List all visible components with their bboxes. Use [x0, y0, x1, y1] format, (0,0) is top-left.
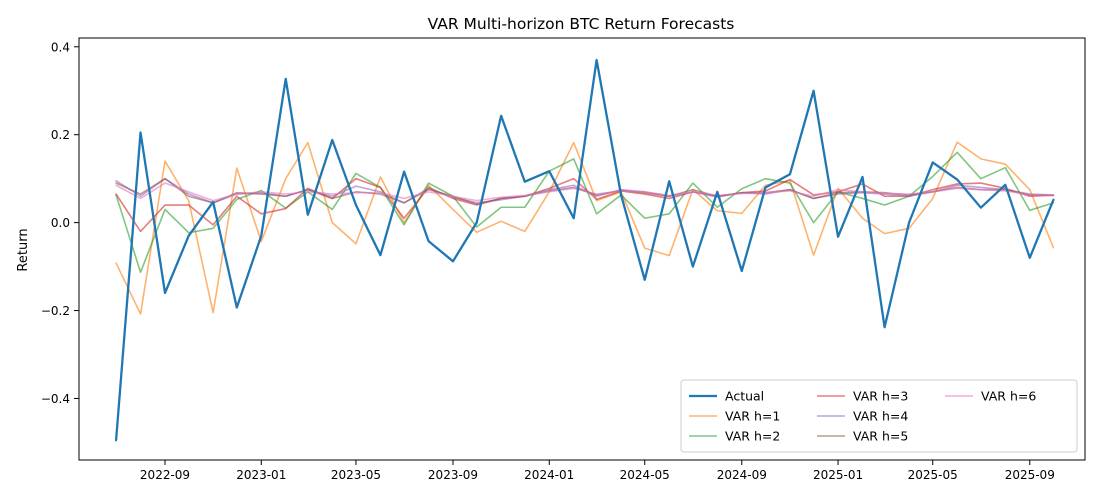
- y-tick-label: −0.2: [41, 304, 70, 318]
- x-tick-label: 2024-09: [717, 468, 767, 482]
- x-tick-label: 2023-01: [236, 468, 286, 482]
- legend-label: VAR h=2: [725, 429, 780, 444]
- y-tick-label: 0.2: [51, 128, 70, 142]
- series-line-actual: [114, 58, 1055, 442]
- legend-label: VAR h=3: [853, 389, 908, 404]
- x-tick-label: 2025-09: [1005, 468, 1055, 482]
- legend-label: VAR h=5: [853, 429, 908, 444]
- x-tick-label: 2025-05: [908, 468, 958, 482]
- series-line-var-h-1: [115, 141, 1055, 315]
- legend-label: VAR h=4: [853, 409, 908, 424]
- x-tick-label: 2022-09: [140, 468, 190, 482]
- legend: Actual VAR h=1 VAR h=2 VAR h=3 VAR h=4 VAR h=…: [680, 379, 1078, 453]
- x-tick-label: 2023-05: [331, 468, 381, 482]
- chart-title: VAR Multi-horizon BTC Return Forecasts: [428, 15, 735, 33]
- x-tick-label: 2024-05: [620, 468, 670, 482]
- legend-label: Actual: [725, 389, 764, 404]
- series-line-var-h-3: [115, 177, 1055, 233]
- x-tick-label: 2024-01: [524, 468, 574, 482]
- legend-label: VAR h=6: [981, 389, 1036, 404]
- y-axis-label: Return: [16, 228, 31, 271]
- axes: 2022-09 2023-01 2023-05 2023-09 2024-01 2024-…: [41, 40, 1055, 482]
- legend-box: [680, 379, 1078, 453]
- y-tick-label: 0.0: [51, 216, 70, 230]
- y-tick-label: −0.4: [41, 392, 70, 406]
- x-tick-label: 2025-01: [813, 468, 863, 482]
- series-line-var-h-6: [115, 182, 1055, 202]
- axes-frame: [78, 37, 1086, 461]
- x-tick-label: 2023-09: [428, 468, 478, 482]
- legend-label: VAR h=1: [725, 409, 780, 424]
- series-line-var-h-2: [115, 151, 1055, 274]
- plot-area: [114, 58, 1055, 442]
- y-tick-label: 0.4: [51, 40, 70, 54]
